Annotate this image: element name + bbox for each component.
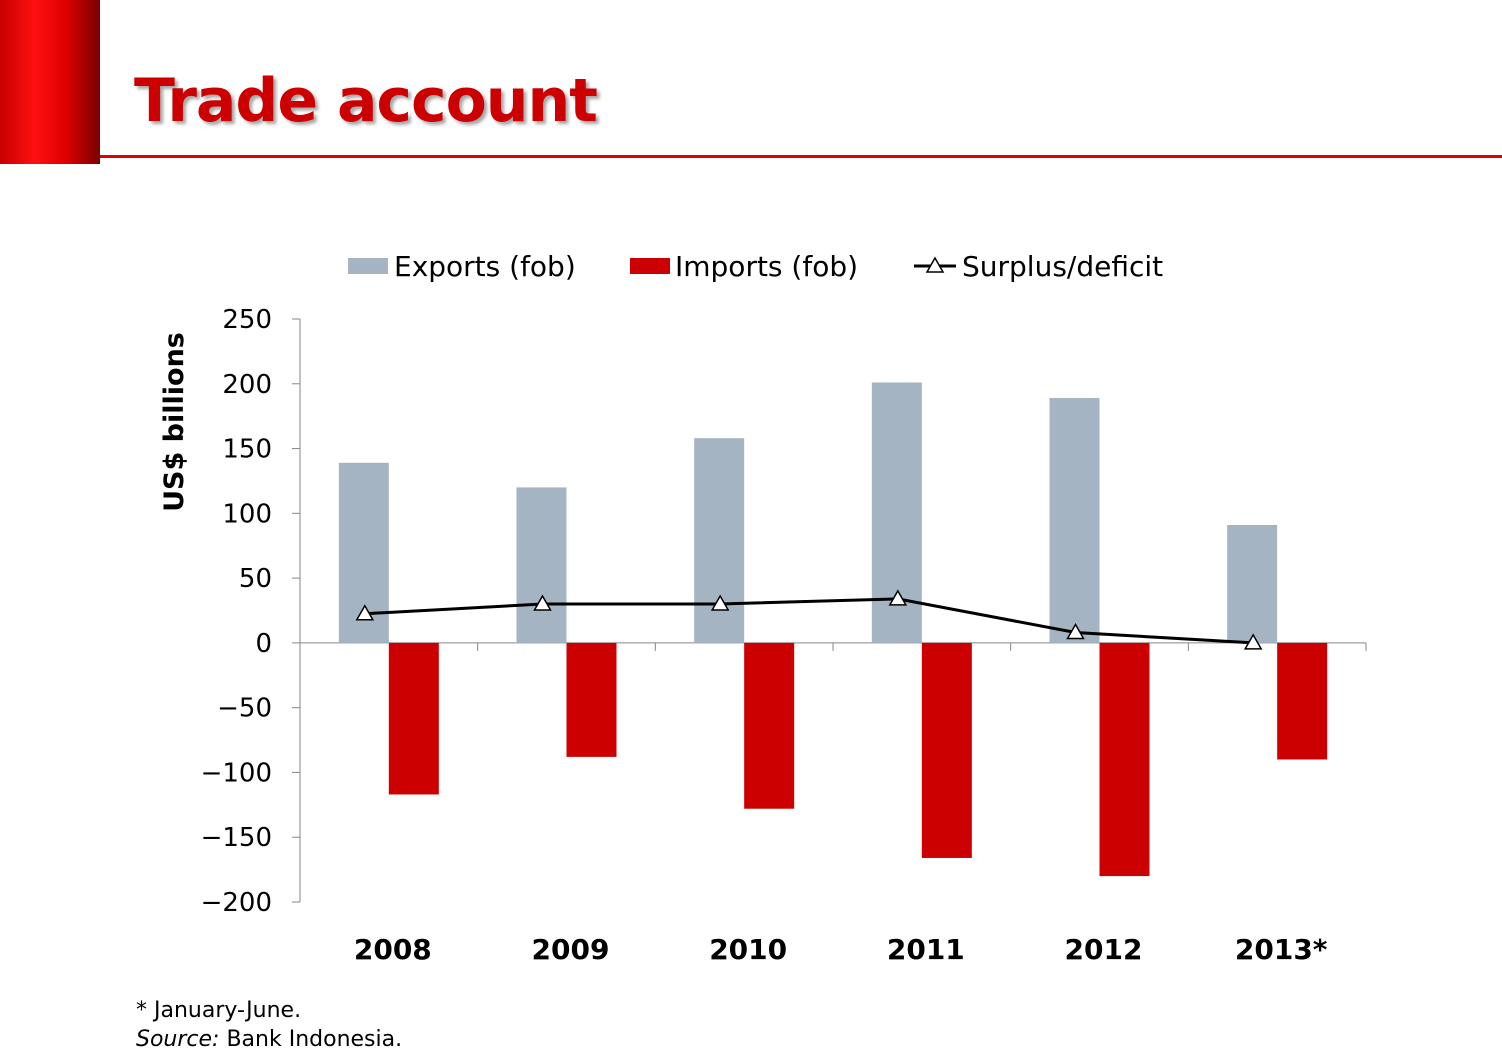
legend-marker-triangle [925, 256, 945, 273]
x-tick-label: 2012 [1065, 933, 1143, 966]
y-tick-label: −200 [201, 888, 272, 918]
bar-exports [694, 438, 745, 643]
legend-label-imports: Imports (fob) [675, 250, 858, 283]
y-tick-label: 0 [255, 629, 272, 659]
bar-imports [744, 642, 795, 809]
legend-swatch-imports [630, 258, 670, 274]
y-tick-label: 150 [222, 435, 272, 465]
y-tick-label: 200 [222, 370, 272, 400]
trade-chart: US$ billions 250 200 150 100 50 0 −50 −100 −150 −… [159, 250, 1367, 966]
y-tick-label: 100 [222, 499, 272, 529]
bar-imports [388, 642, 439, 795]
x-tick-label: 2011 [887, 933, 965, 966]
y-tick-label: −100 [201, 758, 272, 788]
slide-title: Trade account [134, 66, 598, 136]
source-line: Source: Bank Indonesia. [136, 1025, 402, 1054]
bar-imports [1277, 642, 1328, 760]
source-label: Source: [136, 1027, 220, 1052]
title-divider [100, 155, 1502, 158]
title-accent-block [0, 0, 100, 164]
legend-label-surplus: Surplus/deficit [962, 250, 1163, 283]
marker-surplus-deficit [710, 594, 730, 611]
footnote: * January-June. Source: Bank Indonesia. [136, 996, 402, 1054]
bar-imports [566, 642, 617, 757]
x-tick-label: 2010 [709, 933, 787, 966]
bar-exports [516, 487, 567, 643]
line-surplus-deficit [364, 597, 1254, 645]
y-tick-label: −50 [217, 694, 272, 724]
y-axis-label: US$ billions [159, 332, 190, 512]
marker-surplus-deficit [355, 604, 375, 621]
marker-surplus-deficit [1243, 633, 1263, 650]
bar-imports [1099, 642, 1150, 877]
y-tick-label: 50 [239, 564, 272, 594]
y-tick-label: −150 [201, 823, 272, 853]
bar-exports [1227, 524, 1278, 643]
legend-label-exports: Exports (fob) [394, 250, 576, 283]
footnote-note: * January-June. [136, 998, 302, 1023]
bar-imports [921, 642, 972, 858]
x-tick-label: 2009 [532, 933, 610, 966]
marker-surplus-deficit [533, 594, 552, 611]
y-tick-label: 250 [222, 305, 272, 335]
legend-swatch-exports [348, 258, 388, 274]
bar-exports [1049, 398, 1100, 643]
source-text: Bank Indonesia. [219, 1027, 403, 1052]
marker-surplus-deficit [1066, 623, 1085, 640]
x-tick-label: 2013* [1235, 933, 1328, 966]
x-tick-label: 2008 [354, 933, 432, 966]
marker-surplus-deficit [888, 589, 908, 606]
